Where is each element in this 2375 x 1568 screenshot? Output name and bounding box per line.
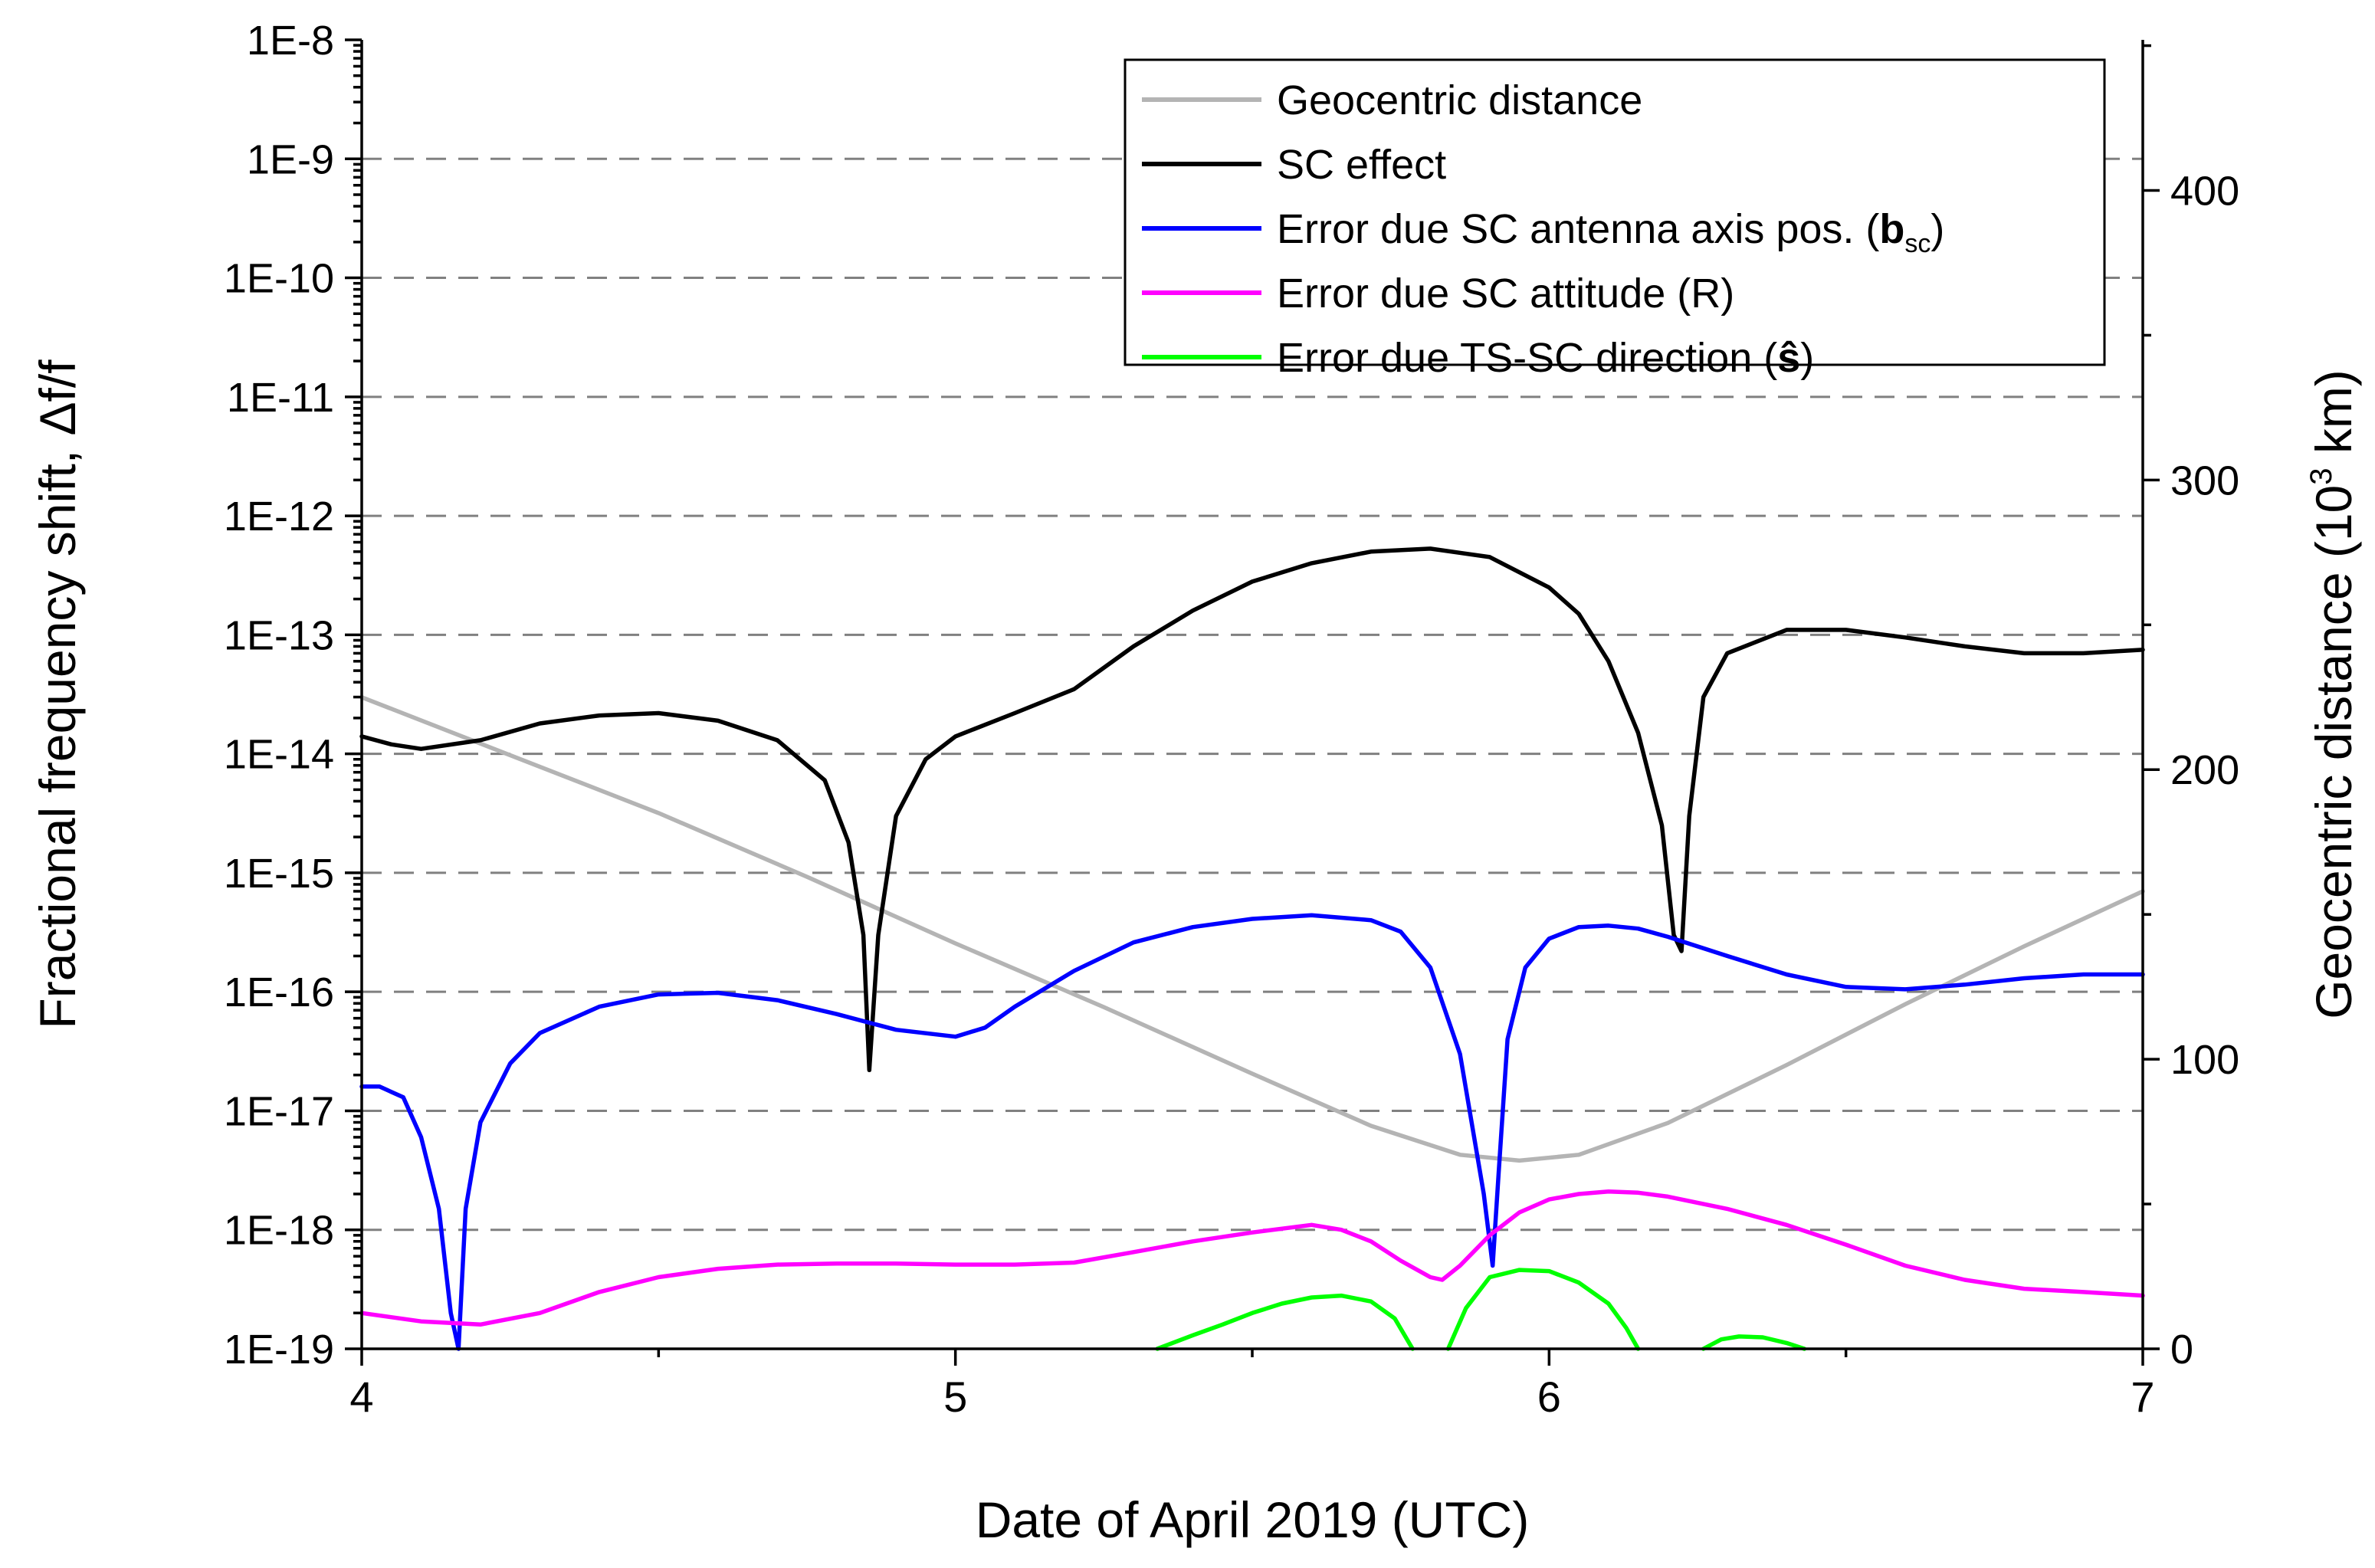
right-tick-label: 100 bbox=[2170, 1037, 2239, 1083]
series-layer bbox=[359, 546, 2145, 1351]
right-y-axis-title-superscript: 3 bbox=[2304, 468, 2338, 485]
legend-label-part: sc bbox=[1904, 229, 1931, 258]
legend-label-part: Geocentric distance bbox=[1277, 77, 1642, 123]
legend-label: SC effect bbox=[1277, 142, 1446, 188]
legend-label-part: SC effect bbox=[1277, 142, 1446, 188]
legend-label: Geocentric distance bbox=[1277, 77, 1642, 123]
legend-label-part: Error due SC antenna axis pos. ( bbox=[1277, 206, 1879, 252]
left-y-axis-title: Fractional frequency shift, Δf/f bbox=[29, 359, 86, 1029]
right-tick-label: 300 bbox=[2170, 458, 2239, 504]
grid-lines bbox=[362, 157, 2143, 1232]
legend-label-part: ) bbox=[1931, 206, 1944, 252]
right-tick-label: 400 bbox=[2170, 168, 2239, 214]
right-tick-label: 0 bbox=[2170, 1327, 2193, 1373]
left-tick-label: 1E-10 bbox=[224, 256, 334, 302]
legend-box bbox=[1124, 58, 2106, 366]
axes: 1E-19 1E-18 1E-17 1E-16 1E-15 1E-14 1E-13 1E-12… bbox=[224, 18, 2239, 1421]
series-line-2 bbox=[359, 546, 2145, 1073]
left-tick-label: 1E-9 bbox=[247, 136, 334, 182]
left-tick-label: 1E-8 bbox=[247, 18, 334, 64]
series-line-4 bbox=[359, 1189, 2145, 1327]
series-line-3 bbox=[359, 913, 2145, 1351]
left-tick-label: 1E-18 bbox=[224, 1208, 334, 1254]
legend-label-part: ŝ bbox=[1777, 335, 1800, 381]
right-y-axis-title-unit: km) bbox=[2305, 369, 2362, 467]
legend-label-part: ) bbox=[1800, 335, 1814, 381]
left-tick-label: 1E-14 bbox=[224, 732, 334, 778]
legend: Geocentric distance SC effect Error due SC… bbox=[1124, 58, 2106, 381]
right-tick-label: 200 bbox=[2170, 747, 2239, 793]
x-axis-title: Date of April 2019 (UTC) bbox=[976, 1491, 1530, 1548]
legend-label-part: Error due TS-SC direction ( bbox=[1277, 335, 1777, 381]
series-line-1 bbox=[359, 695, 2145, 1163]
x-tick-label: 6 bbox=[1537, 1373, 1561, 1421]
left-tick-label: 1E-11 bbox=[227, 375, 334, 421]
legend-label: Error due SC antenna axis pos. (bsc) bbox=[1277, 206, 1944, 258]
x-tick-label: 4 bbox=[349, 1373, 373, 1421]
legend-label-part: Error due SC attitude (R) bbox=[1277, 271, 1734, 317]
left-tick-label: 1E-17 bbox=[224, 1088, 334, 1134]
left-tick-label: 1E-13 bbox=[224, 612, 334, 658]
left-tick-label: 1E-12 bbox=[224, 494, 334, 540]
series-line-5-segment-2 bbox=[1445, 1268, 1641, 1351]
right-y-axis-title: Geocentric distance (103 km) bbox=[2304, 369, 2362, 1019]
left-tick-label: 1E-15 bbox=[224, 851, 334, 897]
series-line-5-segment-1 bbox=[1155, 1293, 1415, 1351]
right-y-axis-title-text: Geocentric distance (10 bbox=[2305, 485, 2362, 1019]
x-tick-label: 7 bbox=[2131, 1373, 2154, 1421]
legend-label: Error due SC attitude (R) bbox=[1277, 271, 1734, 317]
legend-label: Error due TS-SC direction (ŝ) bbox=[1277, 335, 1814, 381]
x-tick-label: 5 bbox=[943, 1373, 967, 1421]
series-line-5-segment-3 bbox=[1701, 1334, 1807, 1351]
left-tick-label: 1E-16 bbox=[224, 969, 334, 1015]
legend-label-part: b bbox=[1879, 206, 1904, 252]
left-tick-label: 1E-19 bbox=[224, 1327, 334, 1373]
